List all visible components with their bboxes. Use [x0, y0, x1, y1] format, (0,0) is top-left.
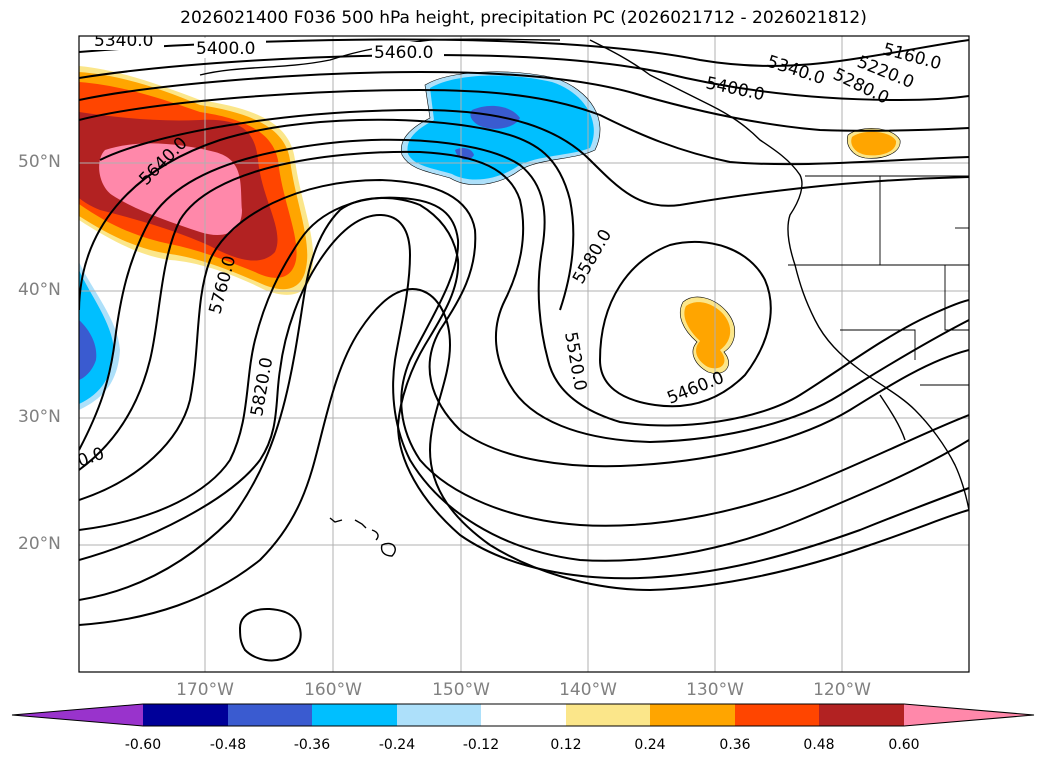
colorbar-segment — [819, 704, 904, 726]
colorbar-tick: 0.48 — [803, 737, 835, 753]
height-contours — [79, 38, 969, 662]
lat-label-30n: 30°N — [18, 407, 61, 427]
lon-label-160w: 160°W — [304, 680, 362, 700]
graticule — [79, 36, 969, 672]
colorbar-extend-high — [904, 704, 1034, 726]
map-frame — [78, 35, 970, 673]
colorbar-tick: 0.24 — [634, 737, 666, 753]
precip-positive-sub — [680, 297, 735, 374]
colorbar-tick: -0.48 — [209, 737, 247, 753]
map-title: 2026021400 F036 500 hPa height, precipit… — [180, 8, 867, 28]
colorbar-tick: -0.12 — [462, 737, 500, 753]
colorbar-extend-low — [12, 704, 143, 726]
colorbar-segment — [735, 704, 819, 726]
contour-label-5340-e: 5340.0 — [764, 52, 827, 89]
colorbar-segment — [566, 704, 650, 726]
colorbar-segment — [228, 704, 312, 726]
lat-label-20n: 20°N — [18, 534, 61, 554]
contour-label-5820: 5820.0 — [247, 356, 277, 418]
lon-label-140w: 140°W — [559, 680, 617, 700]
contour-label-5400-e: 5400.0 — [704, 73, 766, 105]
map-panel: 5340.0 5400.0 5460.0 5340.0 5400.0 5160.… — [79, 31, 969, 672]
colorbar-segment — [397, 704, 481, 726]
colorbar-tick: 0.12 — [550, 737, 582, 753]
borders — [788, 175, 969, 386]
colorbar-segment — [312, 704, 397, 726]
lat-label-40n: 40°N — [18, 280, 61, 300]
colorbar-outline — [11, 703, 1035, 727]
lon-label-170w: 170°W — [176, 680, 234, 700]
contour-label-5400-w: 5400.0 — [196, 39, 255, 59]
lat-label-50n: 50°N — [18, 152, 61, 172]
precip-negative-n — [401, 71, 601, 185]
lon-label-130w: 130°W — [686, 680, 744, 700]
precip-positive-ne — [847, 128, 901, 159]
lon-label-120w: 120°W — [813, 680, 871, 700]
colorbar-tick: -0.36 — [293, 737, 331, 753]
colorbar — [11, 703, 1035, 727]
colorbar-segment — [481, 704, 566, 726]
contour-label-5340-w: 5340.0 — [94, 31, 153, 51]
colorbar-tick: 0.36 — [719, 737, 751, 753]
contour-label-5460-n: 5460.0 — [374, 43, 433, 63]
precip-positive-nw — [79, 66, 314, 295]
precip-negative-w — [79, 262, 120, 410]
lon-label-150w: 150°W — [432, 680, 490, 700]
precip-outlines — [400, 71, 901, 374]
contour-label-5580: 5580.0 — [569, 226, 616, 288]
colorbar-segment — [143, 704, 228, 726]
colorbar-segment — [650, 704, 735, 726]
colorbar-tick: 0.60 — [888, 737, 920, 753]
contour-label-5520: 5520.0 — [560, 330, 590, 392]
colorbar-tick: -0.60 — [124, 737, 162, 753]
colorbar-tick: -0.24 — [378, 737, 416, 753]
